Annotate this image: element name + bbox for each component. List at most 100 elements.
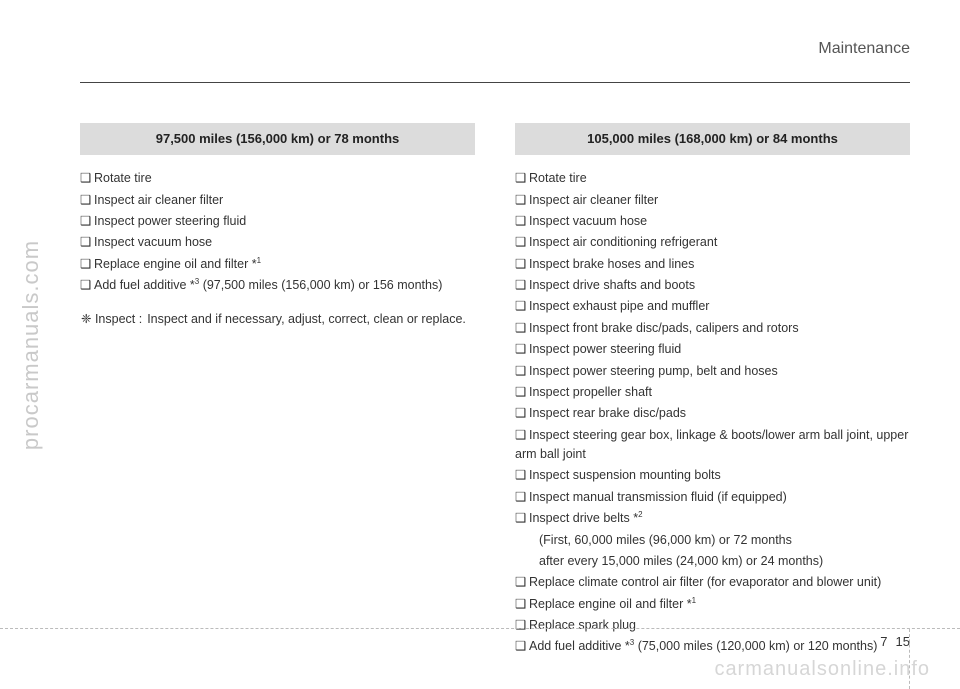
item-text: Inspect exhaust pipe and muffler bbox=[529, 299, 709, 313]
bullet: ❑ bbox=[515, 169, 529, 188]
item-text: Replace spark plug bbox=[529, 618, 636, 632]
note-label: ❈ Inspect : bbox=[81, 310, 142, 329]
milestone-band-left: 97,500 miles (156,000 km) or 78 months bbox=[80, 123, 475, 155]
item-text: Inspect power steering pump, belt and ho… bbox=[529, 364, 778, 378]
left-column: 97,500 miles (156,000 km) or 78 months ❑… bbox=[80, 123, 475, 659]
bullet: ❑ bbox=[515, 466, 529, 485]
list-item: ❑Replace spark plug bbox=[515, 616, 910, 635]
bullet: ❑ bbox=[515, 276, 529, 295]
list-item: ❑Inspect exhaust pipe and muffler bbox=[515, 297, 910, 316]
bullet: ❑ bbox=[515, 319, 529, 338]
header-rule bbox=[80, 82, 910, 83]
list-item: ❑Inspect brake hoses and lines bbox=[515, 255, 910, 274]
list-item: ❑Add fuel additive *3 (75,000 miles (120… bbox=[515, 637, 910, 656]
bullet: ❑ bbox=[80, 169, 94, 188]
header-block: Maintenance bbox=[80, 40, 910, 83]
item-text: Rotate tire bbox=[529, 171, 587, 185]
item-text: Inspect power steering fluid bbox=[94, 214, 246, 228]
item-text: Inspect rear brake disc/pads bbox=[529, 406, 686, 420]
bullet: ❑ bbox=[515, 616, 529, 635]
item-text: Inspect propeller shaft bbox=[529, 385, 652, 399]
note-text: Inspect and if necessary, adjust, correc… bbox=[147, 312, 466, 326]
item-text: Add fuel additive * bbox=[529, 639, 630, 653]
item-text: Replace climate control air filter (for … bbox=[529, 575, 881, 589]
list-item: ❑Inspect air cleaner filter bbox=[80, 191, 475, 210]
bullet: ❑ bbox=[515, 488, 529, 507]
bullet: ❑ bbox=[515, 637, 529, 656]
item-text: Inspect vacuum hose bbox=[529, 214, 647, 228]
footer-dash-horizontal bbox=[0, 628, 960, 629]
list-item: ❑Inspect propeller shaft bbox=[515, 383, 910, 402]
list-item: ❑Inspect air conditioning refrigerant bbox=[515, 233, 910, 252]
list-item: ❑Replace engine oil and filter *1 bbox=[80, 255, 475, 274]
item-text: Inspect brake hoses and lines bbox=[529, 257, 694, 271]
bullet: ❑ bbox=[515, 340, 529, 359]
bullet: ❑ bbox=[80, 276, 94, 295]
list-item: ❑Inspect front brake disc/pads, calipers… bbox=[515, 319, 910, 338]
footer-watermark: carmanualsonline.info bbox=[714, 658, 930, 681]
bullet: ❑ bbox=[80, 233, 94, 252]
bullet: ❑ bbox=[80, 255, 94, 274]
item-text-post: (97,500 miles (156,000 km) or 156 months… bbox=[199, 278, 442, 292]
inspect-note: ❈ Inspect : Inspect and if necessary, ad… bbox=[80, 309, 475, 330]
list-item: ❑Replace climate control air filter (for… bbox=[515, 573, 910, 592]
list-item: ❑Inspect vacuum hose bbox=[80, 233, 475, 252]
sup: 2 bbox=[638, 510, 642, 519]
list-item: ❑Replace engine oil and filter *1 bbox=[515, 595, 910, 614]
list-item: ❑Inspect power steering fluid bbox=[515, 340, 910, 359]
bullet: ❑ bbox=[515, 426, 529, 445]
bullet: ❑ bbox=[80, 191, 94, 210]
sup: 1 bbox=[257, 255, 261, 264]
sub-line: after every 15,000 miles (24,000 km) or … bbox=[515, 552, 910, 571]
item-text: Inspect drive belts * bbox=[529, 511, 638, 525]
bullet: ❑ bbox=[515, 595, 529, 614]
bullet: ❑ bbox=[80, 212, 94, 231]
section-title: Maintenance bbox=[80, 40, 910, 64]
list-item: ❑Rotate tire bbox=[515, 169, 910, 188]
item-text: Inspect front brake disc/pads, calipers … bbox=[529, 321, 799, 335]
bullet: ❑ bbox=[515, 297, 529, 316]
bullet: ❑ bbox=[515, 362, 529, 381]
item-text-post: (75,000 miles (120,000 km) or 120 months… bbox=[634, 639, 877, 653]
list-item: ❑Add fuel additive *3 (97,500 miles (156… bbox=[80, 276, 475, 295]
page-number: 7 15 bbox=[880, 634, 910, 649]
list-item: ❑Inspect suspension mounting bolts bbox=[515, 466, 910, 485]
bullet: ❑ bbox=[515, 233, 529, 252]
list-item: ❑Inspect steering gear box, linkage & bo… bbox=[515, 426, 910, 465]
sub-line: (First, 60,000 miles (96,000 km) or 72 m… bbox=[515, 531, 910, 550]
list-item: ❑Inspect air cleaner filter bbox=[515, 191, 910, 210]
bullet: ❑ bbox=[515, 255, 529, 274]
item-text: Rotate tire bbox=[94, 171, 152, 185]
item-text: Inspect steering gear box, linkage & boo… bbox=[515, 428, 908, 461]
item-text: Inspect air cleaner filter bbox=[94, 193, 223, 207]
bullet: ❑ bbox=[515, 404, 529, 423]
list-item: ❑Inspect drive shafts and boots bbox=[515, 276, 910, 295]
item-text: Inspect manual transmission fluid (if eq… bbox=[529, 490, 787, 504]
bullet: ❑ bbox=[515, 383, 529, 402]
left-watermark: procarmanuals.com bbox=[18, 239, 44, 449]
right-column: 105,000 miles (168,000 km) or 84 months … bbox=[515, 123, 910, 659]
item-text: Add fuel additive * bbox=[94, 278, 195, 292]
list-item: ❑Inspect drive belts *2 bbox=[515, 509, 910, 528]
item-text: Inspect air conditioning refrigerant bbox=[529, 235, 717, 249]
bullet: ❑ bbox=[515, 509, 529, 528]
list-item: ❑Inspect rear brake disc/pads bbox=[515, 404, 910, 423]
item-text: Inspect vacuum hose bbox=[94, 235, 212, 249]
item-text: Inspect drive shafts and boots bbox=[529, 278, 695, 292]
bullet: ❑ bbox=[515, 212, 529, 231]
list-item: ❑Inspect manual transmission fluid (if e… bbox=[515, 488, 910, 507]
list-item: ❑Rotate tire bbox=[80, 169, 475, 188]
list-item: ❑Inspect power steering fluid bbox=[80, 212, 475, 231]
item-text: Replace engine oil and filter * bbox=[529, 597, 692, 611]
item-text: Inspect power steering fluid bbox=[529, 342, 681, 356]
chapter-number: 7 bbox=[880, 634, 887, 649]
sup: 1 bbox=[692, 595, 696, 604]
list-item: ❑Inspect vacuum hose bbox=[515, 212, 910, 231]
content-columns: 97,500 miles (156,000 km) or 78 months ❑… bbox=[80, 123, 910, 659]
item-text: Inspect suspension mounting bolts bbox=[529, 468, 721, 482]
page-in-chapter: 15 bbox=[896, 634, 910, 649]
page: procarmanuals.com Maintenance 97,500 mil… bbox=[0, 0, 960, 689]
item-text: Inspect air cleaner filter bbox=[529, 193, 658, 207]
item-text: Replace engine oil and filter * bbox=[94, 257, 257, 271]
list-item: ❑Inspect power steering pump, belt and h… bbox=[515, 362, 910, 381]
